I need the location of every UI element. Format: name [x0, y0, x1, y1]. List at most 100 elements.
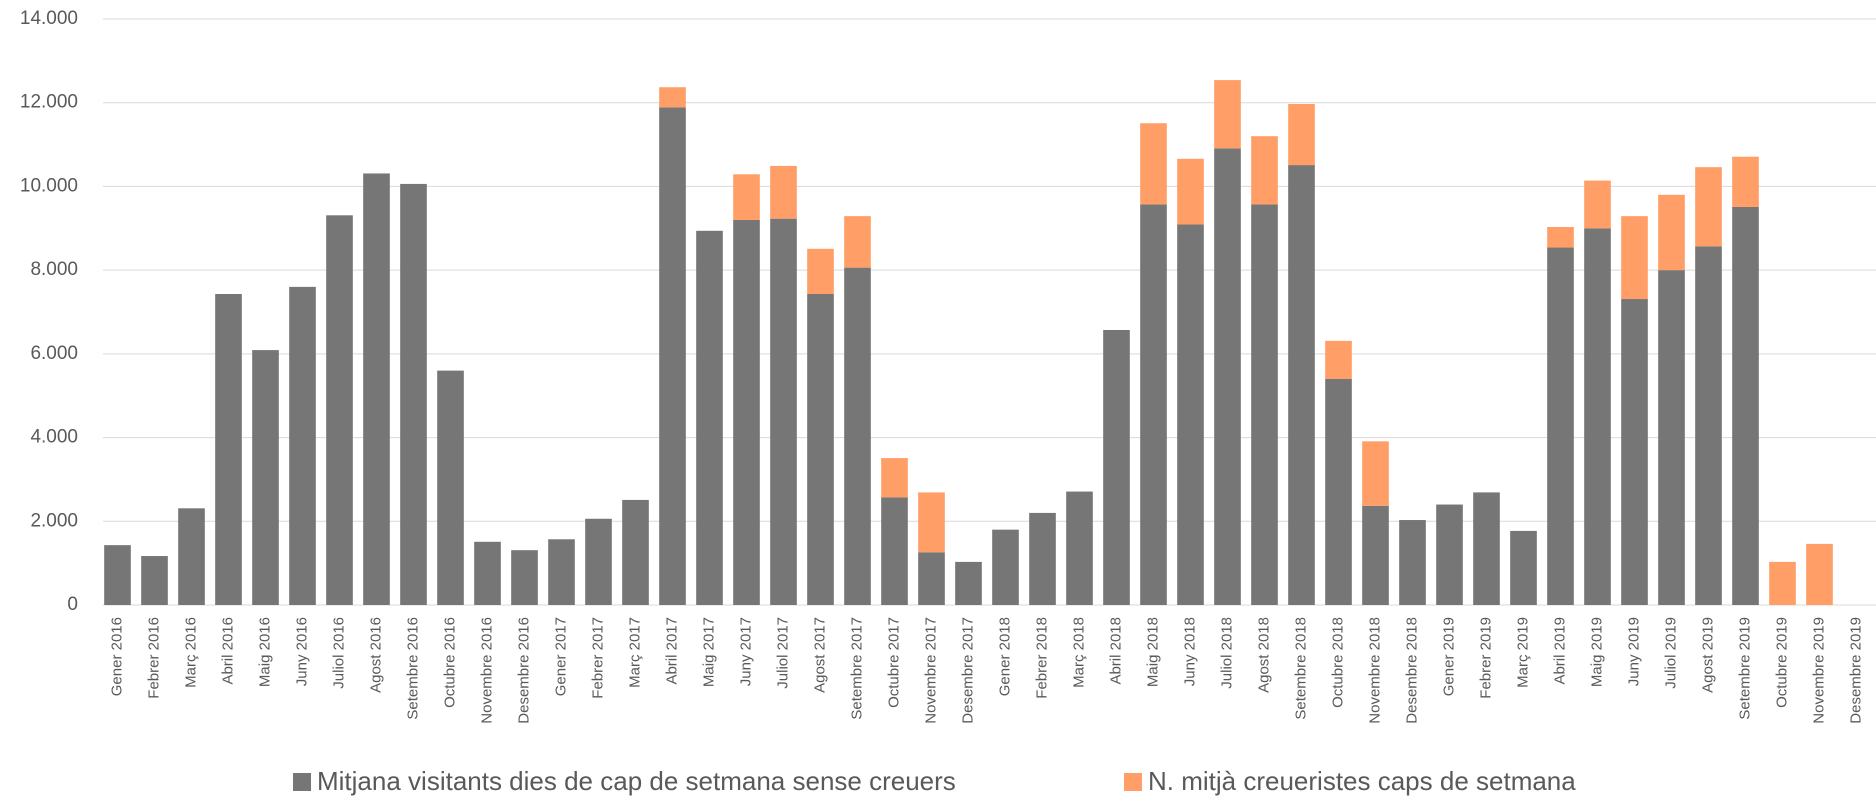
bar-segment [1288, 103, 1315, 166]
bar-segment [1362, 441, 1389, 506]
bar-segment [104, 545, 131, 605]
x-tick-label: Gener 2018 [996, 617, 1013, 696]
bar-segment [326, 215, 353, 605]
x-tick-label: Desembre 2019 [1847, 617, 1864, 724]
bar-segment [1695, 167, 1722, 247]
x-tick-label: Abril 2019 [1551, 617, 1568, 685]
x-tick-label: Gener 2019 [1440, 617, 1457, 696]
x-tick-label: Maig 2016 [256, 617, 273, 687]
x-tick-label: Juny 2018 [1181, 617, 1198, 686]
x-tick-label: Febrer 2018 [1033, 617, 1050, 699]
x-tick-label: Juliol 2018 [1218, 617, 1235, 689]
x-tick-label: Abril 2016 [219, 617, 236, 685]
x-tick-label: Desembre 2017 [959, 617, 976, 724]
bar-segment [696, 230, 723, 605]
x-tick-label: Maig 2019 [1588, 617, 1605, 687]
y-tick-label: 0 [67, 594, 78, 615]
bar-segment [1140, 123, 1167, 205]
bar-segment [1029, 512, 1056, 605]
y-tick-label: 8.000 [30, 259, 78, 280]
bar-segment [252, 350, 279, 605]
bar-segment [622, 499, 649, 605]
x-tick-label: Agost 2018 [1255, 617, 1272, 693]
x-tick-label: Juny 2016 [293, 617, 310, 686]
x-tick-label: Juny 2019 [1625, 617, 1642, 686]
bar-segment [215, 294, 242, 605]
bar-segment [1621, 299, 1648, 605]
bar-segment [511, 550, 538, 605]
y-tick-label: 6.000 [30, 343, 78, 364]
x-tick-label: Novembre 2017 [922, 617, 939, 724]
bar-segment [1362, 505, 1389, 605]
x-tick-label: Febrer 2016 [145, 617, 162, 699]
x-tick-label: Març 2018 [1070, 617, 1087, 688]
bar-segment [881, 458, 908, 498]
bar-segment [1806, 543, 1833, 605]
bar-segment [1325, 378, 1352, 605]
bar-segment [1510, 530, 1537, 605]
bar-segment [437, 370, 464, 605]
x-tick-label: Març 2017 [626, 617, 643, 688]
bar-segment [844, 267, 871, 605]
bar-segment [1584, 180, 1611, 229]
bar-segment [400, 183, 427, 605]
x-tick-label: Juliol 2016 [330, 617, 347, 689]
y-tick-label: 14.000 [20, 8, 78, 29]
bar-segment [1177, 158, 1204, 225]
x-tick-label: Gener 2017 [552, 617, 569, 696]
x-tick-label: Octubre 2017 [885, 617, 902, 708]
x-tick-label: Desembre 2018 [1403, 617, 1420, 724]
bar-segment [1547, 247, 1574, 606]
x-tick-label: Agost 2017 [811, 617, 828, 693]
x-tick-label: Octubre 2018 [1329, 617, 1346, 708]
x-tick-label: Desembre 2016 [515, 617, 532, 724]
x-tick-label: Febrer 2017 [589, 617, 606, 699]
x-tick-label: Octubre 2019 [1773, 617, 1790, 708]
x-tick-label: Agost 2016 [367, 617, 384, 693]
bar-segment [141, 556, 168, 605]
bar-segment [770, 218, 797, 605]
y-tick-label: 4.000 [30, 427, 78, 448]
bar-segment [363, 173, 390, 605]
bar-segment [1288, 165, 1315, 605]
bar-segment [1473, 492, 1500, 605]
x-tick-label: Setembre 2016 [404, 617, 421, 720]
bar-segment [474, 541, 501, 605]
bar-segment [659, 87, 686, 108]
x-tick-label: Maig 2017 [700, 617, 717, 687]
x-tick-label: Novembre 2019 [1810, 617, 1827, 724]
bar-segment [733, 219, 760, 605]
bar-segment [807, 294, 834, 605]
x-tick-label: Juny 2017 [737, 617, 754, 686]
bar-segment [1140, 204, 1167, 606]
bar-segment [1695, 246, 1722, 605]
bar-segment [955, 561, 982, 605]
bar-segment [807, 248, 834, 295]
x-tick-label: Setembre 2019 [1736, 617, 1753, 720]
bar-segment [918, 552, 945, 605]
bar-segment [1436, 504, 1463, 605]
x-tick-label: Febrer 2019 [1477, 617, 1494, 699]
bar-segment [1066, 491, 1093, 605]
bar-segment [1103, 329, 1130, 605]
x-tick-label: Gener 2016 [108, 617, 125, 696]
bar-segment [1658, 270, 1685, 605]
legend-swatch [1124, 773, 1142, 791]
x-tick-label: Març 2019 [1514, 617, 1531, 688]
bar-segment [1584, 228, 1611, 606]
bar-segment [733, 174, 760, 220]
bar-segment [1214, 148, 1241, 606]
x-tick-label: Octubre 2016 [441, 617, 458, 708]
bar-segment [1177, 224, 1204, 606]
bar-segment [1769, 561, 1796, 605]
legend-swatch [293, 773, 311, 791]
bar-segment [1732, 206, 1759, 605]
bar-segment [844, 216, 871, 268]
bar-segment [1325, 340, 1352, 379]
y-tick-label: 12.000 [20, 92, 78, 113]
x-tick-label: Març 2016 [182, 617, 199, 688]
x-tick-label: Juliol 2019 [1662, 617, 1679, 689]
y-tick-label: 2.000 [30, 510, 78, 531]
x-tick-label: Novembre 2016 [478, 617, 495, 724]
